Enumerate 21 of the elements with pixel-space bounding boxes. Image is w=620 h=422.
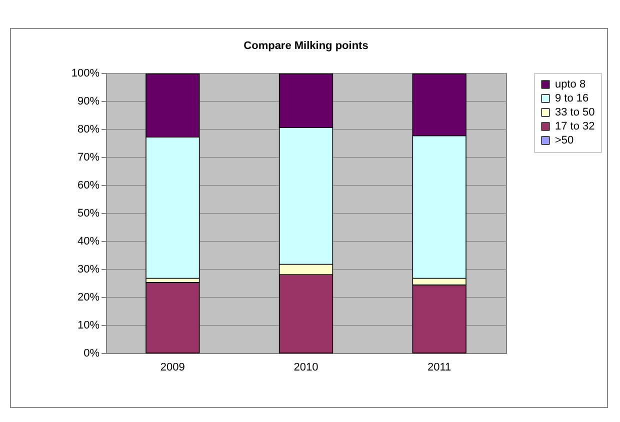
y-tick-label: 20%: [77, 292, 100, 304]
bar: [146, 282, 200, 354]
legend-label: >50: [555, 134, 574, 146]
y-tick-label: 70%: [77, 152, 100, 164]
y-tick-label: 40%: [77, 236, 100, 248]
x-tick-label: 2009: [160, 362, 185, 374]
y-tick-label: 60%: [77, 180, 100, 192]
legend-label: 33 to 50: [555, 106, 595, 118]
legend-label: 17 to 32: [555, 120, 595, 132]
chart-title: Compare Milking points: [244, 40, 368, 52]
legend-label: 9 to 16: [555, 92, 589, 104]
y-tick-label: 100%: [71, 68, 100, 80]
legend-label: upto 8: [555, 78, 586, 90]
y-tick-label: 80%: [77, 124, 100, 136]
x-tick-label: 2010: [294, 362, 318, 374]
y-tick-label: 90%: [77, 96, 100, 108]
y-tick-label: 10%: [77, 320, 100, 332]
y-tick-label: 30%: [77, 264, 100, 276]
y-tick-label: 0%: [84, 348, 100, 360]
y-tick-label: 50%: [77, 208, 100, 220]
x-tick-label: 2011: [428, 362, 452, 374]
